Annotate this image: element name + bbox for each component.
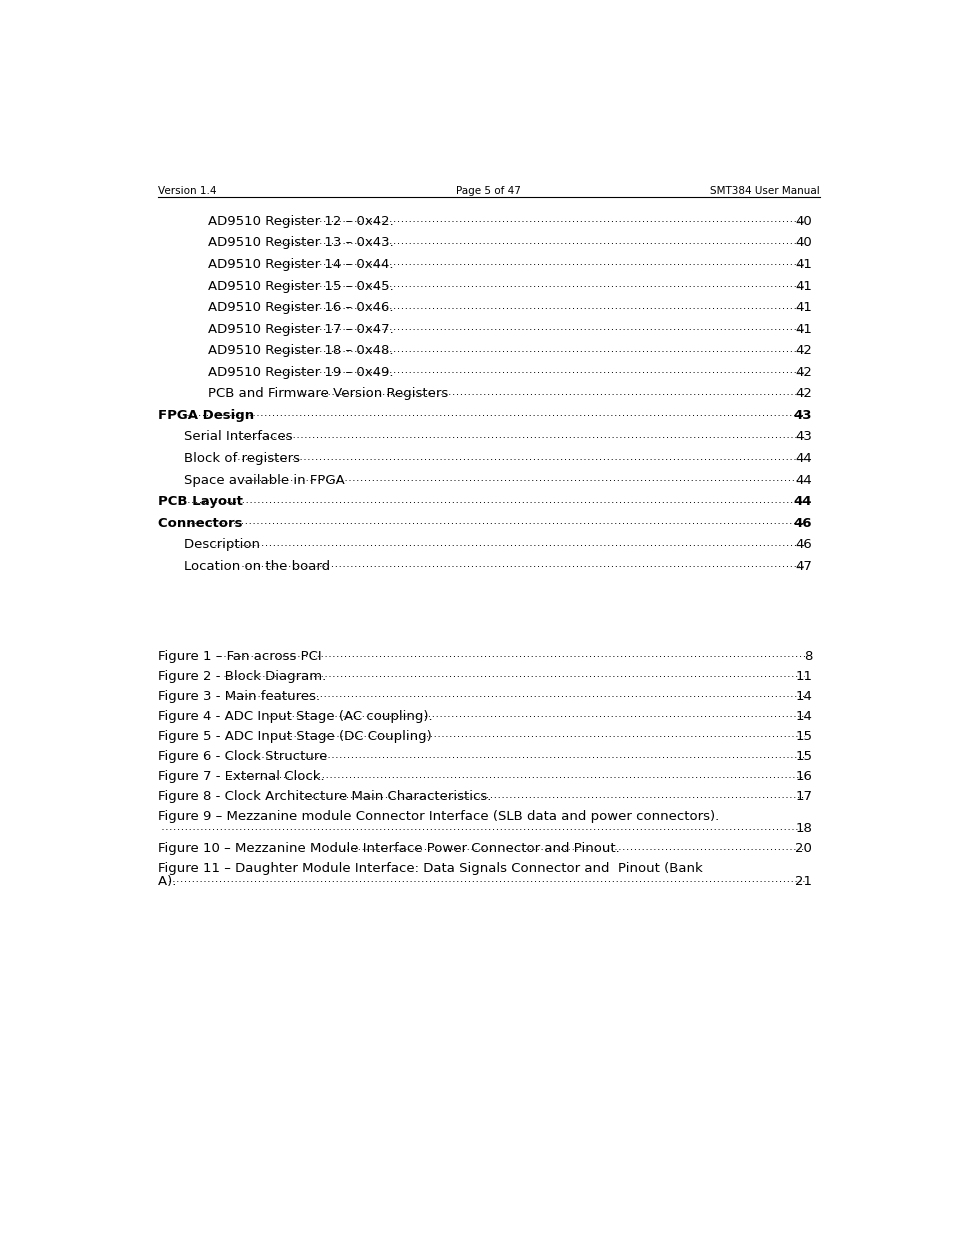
Text: 20: 20: [795, 842, 811, 856]
Text: Version 1.4: Version 1.4: [158, 185, 216, 195]
Text: Figure 1 – Fan across PCI: Figure 1 – Fan across PCI: [158, 650, 321, 663]
Text: 8: 8: [802, 650, 811, 663]
Text: AD9510 Register 15 – 0x45.: AD9510 Register 15 – 0x45.: [208, 279, 394, 293]
Text: 46: 46: [793, 516, 811, 530]
Text: 46: 46: [795, 538, 811, 551]
Text: 17: 17: [794, 790, 811, 803]
Text: Figure 8 - Clock Architecture Main Characteristics.: Figure 8 - Clock Architecture Main Chara…: [158, 790, 496, 803]
Text: Figure 2 - Block Diagram.: Figure 2 - Block Diagram.: [158, 669, 326, 683]
Text: 41: 41: [795, 279, 811, 293]
Text: Page 5 of 47: Page 5 of 47: [456, 185, 521, 195]
Text: FPGA Design: FPGA Design: [158, 409, 253, 422]
Text: Location on the board: Location on the board: [183, 559, 334, 573]
Text: Space available in FPGA: Space available in FPGA: [183, 473, 344, 487]
Text: 42: 42: [795, 345, 811, 357]
Text: 15: 15: [794, 750, 811, 763]
Text: 14: 14: [795, 710, 811, 722]
Text: 15: 15: [794, 730, 811, 743]
Text: 14: 14: [795, 690, 811, 703]
Text: 40: 40: [795, 215, 811, 227]
Text: 44: 44: [795, 452, 811, 466]
Text: 42: 42: [795, 366, 811, 379]
Text: PCB and Firmware Version Registers: PCB and Firmware Version Registers: [208, 388, 453, 400]
Text: AD9510 Register 13 – 0x43.: AD9510 Register 13 – 0x43.: [208, 236, 394, 249]
Text: 41: 41: [795, 322, 811, 336]
Text: 18: 18: [795, 823, 811, 835]
Text: 11: 11: [794, 669, 811, 683]
Text: 44: 44: [795, 473, 811, 487]
Text: Connectors: Connectors: [158, 516, 247, 530]
Text: 16: 16: [795, 769, 811, 783]
Text: 44: 44: [793, 495, 811, 508]
Text: Figure 6 - Clock Structure: Figure 6 - Clock Structure: [158, 750, 327, 763]
Text: A).: A).: [158, 874, 180, 888]
Text: Figure 7 - External Clock.: Figure 7 - External Clock.: [158, 769, 329, 783]
Text: 41: 41: [795, 258, 811, 270]
Text: AD9510 Register 16 – 0x46.: AD9510 Register 16 – 0x46.: [208, 301, 394, 314]
Text: Serial Interfaces: Serial Interfaces: [183, 431, 296, 443]
Text: SMT384 User Manual: SMT384 User Manual: [709, 185, 819, 195]
Text: Figure 5 - ADC Input Stage (DC Coupling): Figure 5 - ADC Input Stage (DC Coupling): [158, 730, 436, 743]
Text: AD9510 Register 12 – 0x42.: AD9510 Register 12 – 0x42.: [208, 215, 394, 227]
Text: Figure 3 - Main features.: Figure 3 - Main features.: [158, 690, 324, 703]
Text: Description: Description: [183, 538, 264, 551]
Text: Figure 9 – Mezzanine module Connector Interface (SLB data and power connectors).: Figure 9 – Mezzanine module Connector In…: [158, 810, 719, 823]
Text: 43: 43: [793, 409, 811, 422]
Text: Figure 4 - ADC Input Stage (AC coupling).: Figure 4 - ADC Input Stage (AC coupling)…: [158, 710, 436, 722]
Text: 41: 41: [795, 301, 811, 314]
Text: 47: 47: [795, 559, 811, 573]
Text: 21: 21: [794, 874, 811, 888]
Text: PCB Layout: PCB Layout: [158, 495, 243, 508]
Text: Block of registers: Block of registers: [183, 452, 303, 466]
Text: Figure 10 – Mezzanine Module Interface Power Connector and Pinout.: Figure 10 – Mezzanine Module Interface P…: [158, 842, 623, 856]
Text: 40: 40: [795, 236, 811, 249]
Text: 43: 43: [795, 431, 811, 443]
Text: AD9510 Register 17 – 0x47.: AD9510 Register 17 – 0x47.: [208, 322, 394, 336]
Text: Figure 11 – Daughter Module Interface: Data Signals Connector and  Pinout (Bank: Figure 11 – Daughter Module Interface: D…: [158, 862, 702, 876]
Text: AD9510 Register 18 – 0x48.: AD9510 Register 18 – 0x48.: [208, 345, 394, 357]
Text: AD9510 Register 14 – 0x44.: AD9510 Register 14 – 0x44.: [208, 258, 394, 270]
Text: AD9510 Register 19 – 0x49.: AD9510 Register 19 – 0x49.: [208, 366, 394, 379]
Text: 42: 42: [795, 388, 811, 400]
